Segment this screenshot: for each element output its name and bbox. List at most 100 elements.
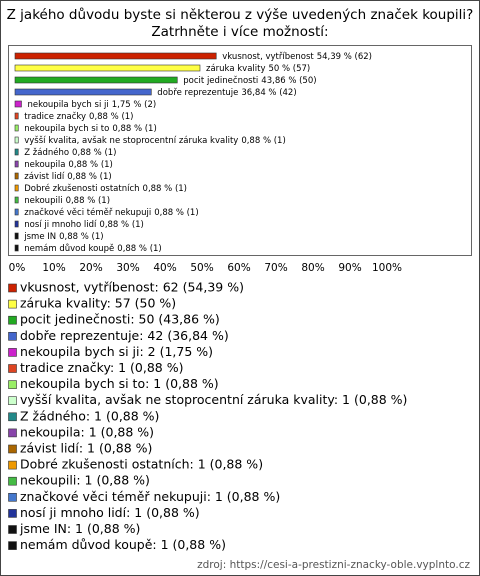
bar-category: nemám důvod koupě [24,243,114,254]
value-label: 0,88 % (1) [68,160,112,170]
legend-label: nekoupila bych si ji: 2 (1,75 %) [20,344,213,359]
legend-label: závist lidí: 1 (0,88 %) [20,441,152,456]
x-tick-label: 40% [153,262,176,274]
bar-label: pocit jedinečnosti 43,86 % (50) [183,75,316,86]
value-label: 0,88 % (1) [112,124,156,134]
x-tick-label: 60% [227,262,250,274]
bar-label: nekoupila 0,88 % (1) [24,160,113,170]
bar-category: tradice značky [24,111,86,122]
x-tick-label: 20% [79,262,102,274]
bar [14,100,22,108]
x-tick-label: 50% [190,262,213,274]
legend-swatch [8,460,17,470]
value-label: 0,88 % (1) [117,244,161,254]
bar-label: vyšší kvalita, avšak ne stoprocentní zár… [24,135,286,146]
value-label: 0,88 % (1) [89,112,133,122]
legend-label: nekoupila bych si to: 1 (0,88 %) [20,376,219,391]
legend-swatch [8,348,17,357]
bar-label: jsme IN 0,88 % (1) [23,232,103,242]
legend-label: značkové věci téměř nekupuji: 1 (0,88 %) [20,489,280,504]
value-label: 0,88 % (1) [241,136,285,146]
bar-label: nosí ji mnoho lidí 0,88 % (1) [24,220,144,230]
legend-swatch [8,476,17,486]
bar-category: nekoupila [24,160,65,170]
bar [14,184,19,192]
bar [14,148,19,156]
legend-swatch [8,444,17,454]
legend-label: vyšší kvalita, avšak ne stoprocentní zár… [20,392,407,407]
legend-swatch [8,412,17,422]
bar-category: závist lidí [24,172,65,182]
bar-label: nekoupila bych si to 0,88 % (1) [24,124,157,134]
x-tick-label: 100% [372,262,402,274]
legend-swatch [8,541,17,550]
value-label: 36,84 % (42) [241,88,296,98]
bar-category: záruka kvality [206,64,265,74]
bar-category: vkusnost, vytříbenost [222,52,314,62]
legend-label: vkusnost, vytříbenost: 62 (54,39 %) [20,280,244,295]
bar-label: tradice značky 0,88 % (1) [24,111,133,122]
bar [14,76,178,84]
value-label: 0,88 % (1) [154,208,198,218]
legend-label: dobře reprezentuje: 42 (36,84 %) [20,328,229,343]
bar-category: pocit jedinečnosti [183,75,258,86]
bar [14,64,201,72]
bar-label: závist lidí 0,88 % (1) [24,172,111,182]
bar-category: Z žádného [24,147,69,158]
value-label: 1,75 % (2) [112,100,156,110]
bar-category: jsme IN [23,232,56,242]
legend-label: nosí ji mnoho lidí: 1 (0,88 %) [20,505,200,520]
bar-label: dobře reprezentuje 36,84 % (42) [157,88,296,98]
chart-subtitle: Zatrhněte i více možností: [151,24,328,40]
x-tick-label: 10% [42,262,65,274]
legend-swatch [8,428,17,438]
bar [14,124,19,132]
legend-swatch [8,380,17,389]
bar-label: vkusnost, vytříbenost 54,39 % (62) [222,52,372,62]
legend-swatch [8,396,17,406]
legend-swatch [8,315,17,325]
legend-swatch [8,525,17,534]
bar-category: značkové věci téměř nekupuji [24,207,151,218]
legend-swatch [8,364,17,373]
value-label: 0,88 % (1) [99,220,143,230]
bar [14,244,19,252]
value-label: 0,88 % (1) [66,196,110,206]
value-label: 0,88 % (1) [67,172,111,182]
bar-category: vyšší kvalita, avšak ne stoprocentní zár… [24,135,238,146]
bar [14,172,19,180]
x-tick-label: 30% [116,262,139,274]
legend-swatch [8,299,17,309]
bar-label: Dobré zkušenosti ostatních 0,88 % (1) [24,183,187,194]
value-label: 54,39 % (62) [317,52,372,62]
bar-category: nekoupila bych si ji [27,100,108,110]
bar-category: nekoupili [24,196,62,206]
legend-label: nemám důvod koupě: 1 (0,88 %) [20,537,226,552]
legend-swatch [8,509,17,518]
legend-label: záruka kvality: 57 (50 %) [20,296,176,311]
bar-label: Z žádného 0,88 % (1) [24,147,116,158]
bar [14,160,19,168]
bar-category: Dobré zkušenosti ostatních [24,183,139,194]
legend-swatch [8,283,17,293]
bar [14,136,19,144]
source: zdroj: https://cesi-a-prestizni-znacky-o… [197,559,470,571]
legend-swatch [8,331,17,341]
legend-label: nekoupila: 1 (0,88 %) [20,424,154,439]
x-tick-label: 70% [264,262,287,274]
x-tick-label: 90% [338,262,361,274]
bar-label: záruka kvality 50 % (57) [206,64,310,74]
value-label: 0,88 % (1) [59,232,103,242]
bar-label: nekoupili 0,88 % (1) [24,196,110,206]
chart-title: Z jakého důvodu byste si některou z výše… [7,7,474,23]
legend-label: nekoupili: 1 (0,88 %) [20,473,150,488]
legend-label: jsme IN: 1 (0,88 %) [19,521,140,536]
x-tick-label: 80% [301,262,324,274]
bar-label: nekoupila bych si ji 1,75 % (2) [27,100,156,110]
value-label: 0,88 % (1) [72,148,116,158]
bar [14,208,19,216]
bar-category: nosí ji mnoho lidí [24,220,97,230]
value-label: 50 % (57) [268,64,310,74]
